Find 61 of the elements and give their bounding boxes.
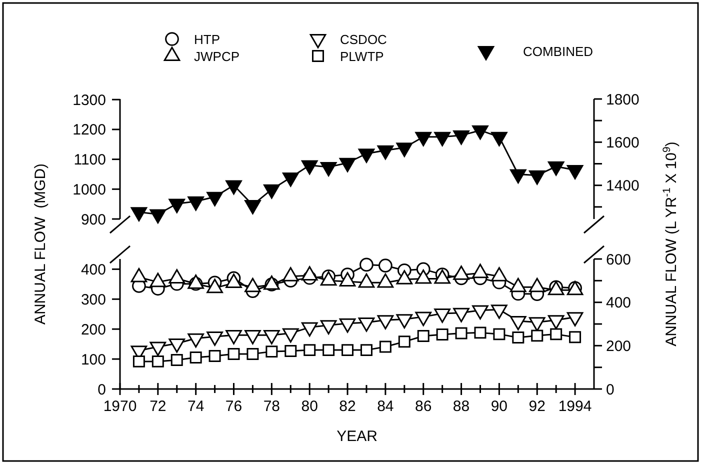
y-tick-label: 200 [80, 321, 106, 338]
point [415, 132, 432, 146]
point [339, 158, 356, 172]
legend-label: CSDOC [340, 32, 387, 47]
y-tick-label: 100 [80, 351, 106, 368]
point [434, 132, 450, 146]
y2-tick-label: 200 [606, 338, 632, 355]
point [301, 160, 318, 175]
point [320, 162, 337, 176]
point [491, 132, 508, 146]
point [358, 148, 375, 163]
x-tick-label: 92 [528, 398, 546, 415]
x-tick-label: 82 [339, 398, 356, 415]
x-tick-label: 84 [377, 398, 394, 415]
x-tick-label: 78 [263, 398, 280, 415]
x-tick-label: 88 [452, 398, 470, 415]
y-tick-label: 400 [80, 261, 106, 278]
x-axis-title: YEAR [336, 428, 378, 445]
point [150, 209, 166, 224]
x-tick-label: 80 [301, 398, 318, 415]
y2-tick-label: 1400 [606, 178, 640, 195]
point [264, 184, 280, 199]
y-tick-label: 1000 [72, 181, 106, 198]
y2-tick-label: 400 [606, 294, 632, 312]
x-tick-label: 1970 [103, 398, 137, 415]
legend-label: HTP [194, 32, 220, 47]
x-tick-label: 74 [187, 398, 204, 415]
y2-tick-label: 0 [606, 381, 614, 398]
legend-label: JWPCP [194, 49, 240, 64]
legend-label: PLWTP [340, 49, 384, 64]
point [206, 192, 223, 206]
point [282, 172, 299, 187]
point [396, 142, 413, 157]
point [130, 207, 148, 222]
y-tick-label: 0 [98, 381, 106, 398]
x-tick-label: 72 [150, 398, 166, 415]
x-tick-label: 1994 [558, 398, 592, 415]
point [188, 196, 204, 211]
y2-tick-label: 1600 [606, 134, 640, 152]
y-tick-label: 900 [80, 211, 106, 228]
x-tick-label: 86 [415, 398, 432, 415]
point [226, 180, 242, 195]
point [566, 165, 584, 180]
point [168, 198, 186, 214]
y-tick-label: 1100 [74, 152, 106, 169]
y-tick-label: 1200 [72, 122, 106, 139]
point [244, 200, 261, 214]
y2-tick-label: 1800 [606, 91, 640, 108]
y-axis-title: ANNUAL FLOW (MGD) [32, 163, 49, 325]
point [510, 169, 526, 184]
point [453, 130, 470, 145]
point [472, 125, 488, 140]
point [528, 170, 546, 185]
x-tick-label: 76 [225, 398, 242, 415]
y-tick-label: 1300 [72, 92, 106, 109]
legend-label: COMBINED [523, 44, 594, 59]
x-tick-label: 90 [490, 398, 508, 415]
point [548, 161, 564, 176]
y-tick-label: 300 [80, 291, 106, 308]
point [377, 145, 394, 160]
y2-tick-label: 600 [606, 251, 632, 268]
